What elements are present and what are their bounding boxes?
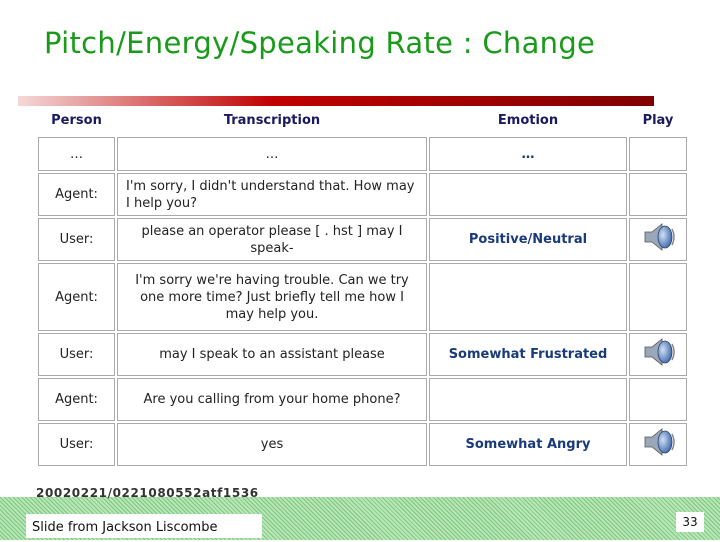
slide-title: Pitch/Energy/Speaking Rate : Change xyxy=(44,26,596,60)
table-row: User: may I speak to an assistant please S… xyxy=(38,333,687,376)
play-cell xyxy=(629,378,687,421)
play-button[interactable] xyxy=(641,428,675,462)
table-row: Agent: I'm sorry, I didn't understand tha… xyxy=(38,173,687,216)
play-cell xyxy=(629,423,687,466)
column-header: Person xyxy=(51,113,102,128)
page-number: 33 xyxy=(676,512,704,532)
transcription-cell: I'm sorry we're having trouble. Can we t… xyxy=(117,263,427,331)
play-cell xyxy=(629,137,687,171)
play-button[interactable] xyxy=(641,338,675,372)
person-cell: … xyxy=(38,137,115,171)
play-cell xyxy=(629,263,687,331)
person-cell: Agent: xyxy=(38,173,115,216)
column-header: Play xyxy=(642,113,674,128)
transcription-cell: may I speak to an assistant please xyxy=(117,333,427,376)
file-id: 20020221/0221080552atf1536 xyxy=(36,486,259,500)
emotion-cell: … xyxy=(429,137,627,171)
table-body: ……… Agent: I'm sorry, I didn't understand … xyxy=(38,137,687,466)
table-row: User: please an operator please [ . hst ]… xyxy=(38,218,687,261)
transcription-cell: yes xyxy=(117,423,427,466)
table-row: User: yes Somewhat Angry xyxy=(38,423,687,466)
dialogue-table: Person Transcription Emotion Play ……… Agent:… xyxy=(36,104,689,468)
emotion-cell: Positive/Neutral xyxy=(429,218,627,261)
emotion-cell: Somewhat Angry xyxy=(429,423,627,466)
emotion-cell xyxy=(429,263,627,331)
column-header: Emotion xyxy=(497,113,559,128)
emotion-cell xyxy=(429,378,627,421)
play-cell xyxy=(629,333,687,376)
transcription-cell: please an operator please [ . hst ] may … xyxy=(117,218,427,261)
emotion-cell: Somewhat Frustrated xyxy=(429,333,627,376)
person-cell: User: xyxy=(38,423,115,466)
person-cell: User: xyxy=(38,218,115,261)
table-row: ……… xyxy=(38,137,687,171)
emotion-cell xyxy=(429,173,627,216)
table-row: Agent: Are you calling from your home pho… xyxy=(38,378,687,421)
credit: Slide from Jackson Liscombe xyxy=(26,514,262,538)
play-cell xyxy=(629,218,687,261)
header-row: Person Transcription Emotion Play xyxy=(38,106,687,135)
person-cell: User: xyxy=(38,333,115,376)
transcription-cell: … xyxy=(117,137,427,171)
table-row: Agent: I'm sorry we're having trouble. Ca… xyxy=(38,263,687,331)
column-header: Transcription xyxy=(223,113,321,128)
person-cell: Agent: xyxy=(38,378,115,421)
transcription-cell: Are you calling from your home phone? xyxy=(117,378,427,421)
play-button[interactable] xyxy=(641,223,675,257)
header-bar xyxy=(18,96,654,106)
transcription-cell: I'm sorry, I didn't understand that. How… xyxy=(117,173,427,216)
person-cell: Agent: xyxy=(38,263,115,331)
play-cell xyxy=(629,173,687,216)
